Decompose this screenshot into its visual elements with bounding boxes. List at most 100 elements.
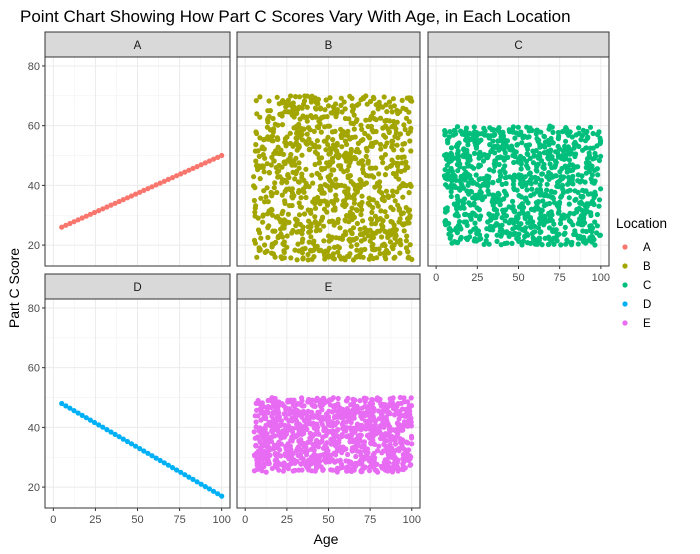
data-point [470, 210, 476, 216]
data-point [293, 223, 299, 229]
data-point [402, 126, 408, 133]
data-point [405, 255, 411, 261]
legend-label: A [643, 242, 651, 254]
data-point [308, 99, 314, 105]
data-point [301, 98, 308, 104]
data-point [286, 443, 292, 449]
data-point [406, 447, 412, 453]
data-point [268, 162, 274, 168]
data-point [407, 242, 413, 248]
data-point [149, 184, 155, 190]
data-point [346, 163, 352, 169]
data-point [75, 410, 81, 416]
data-point [295, 189, 302, 195]
data-point [497, 154, 503, 160]
data-point [333, 148, 339, 154]
data-point [565, 165, 571, 171]
data-point [350, 257, 357, 263]
data-point [261, 188, 267, 194]
data-point [535, 225, 542, 231]
data-point [367, 202, 373, 208]
facet-strip-label: A [134, 40, 142, 52]
data-point [448, 165, 454, 172]
data-point [313, 114, 319, 120]
data-point [327, 452, 334, 458]
data-point [540, 216, 547, 222]
data-point [381, 408, 387, 414]
data-point [297, 94, 303, 100]
data-point [299, 398, 305, 404]
data-point [304, 104, 310, 110]
data-point [266, 98, 272, 104]
data-point [194, 164, 200, 170]
data-point [333, 192, 339, 198]
data-point [320, 395, 326, 401]
data-point [455, 224, 461, 230]
data-point [519, 140, 525, 146]
data-point [165, 462, 171, 468]
data-point [252, 148, 258, 154]
x-tick-label: 100 [403, 514, 421, 526]
data-point [503, 207, 509, 213]
data-point [531, 191, 537, 197]
data-point [261, 435, 267, 441]
data-point [327, 187, 333, 193]
data-point [309, 468, 315, 474]
x-tick-label: 75 [554, 272, 566, 284]
data-point [502, 169, 508, 176]
data-point [461, 165, 467, 171]
data-point [322, 453, 328, 459]
series-points-c [441, 123, 604, 248]
data-point [388, 162, 395, 169]
data-point [516, 238, 522, 244]
data-point [486, 241, 492, 247]
data-point [510, 181, 516, 187]
data-point [108, 202, 114, 208]
data-point [343, 419, 349, 425]
data-point [298, 447, 304, 453]
data-point [494, 238, 500, 244]
y-tick-label: 60 [28, 363, 40, 375]
data-point [291, 158, 297, 164]
data-point [407, 456, 413, 462]
data-point [269, 193, 275, 199]
data-point [491, 132, 497, 138]
data-point [365, 133, 371, 139]
data-point [252, 185, 258, 191]
data-point [299, 467, 305, 473]
data-point [400, 456, 406, 462]
data-point [588, 176, 594, 182]
data-point [262, 242, 268, 248]
data-point [274, 410, 280, 416]
data-point [317, 105, 324, 111]
data-point [96, 208, 102, 214]
data-point [382, 134, 389, 140]
data-point [405, 249, 411, 255]
data-point [335, 427, 341, 433]
data-point [539, 242, 545, 248]
data-point [354, 242, 360, 248]
data-point [286, 423, 292, 429]
data-point [267, 452, 273, 458]
data-point [252, 435, 258, 441]
data-point [360, 166, 366, 172]
data-point [299, 127, 305, 133]
data-point [455, 197, 461, 203]
data-point [357, 432, 363, 438]
data-point [390, 96, 396, 102]
data-point [535, 199, 541, 205]
data-point [377, 115, 384, 121]
data-point [321, 138, 327, 144]
data-point [397, 237, 403, 243]
data-point [262, 426, 268, 432]
data-point [344, 411, 350, 417]
data-point [257, 247, 263, 253]
data-point [347, 228, 353, 234]
data-point [442, 128, 448, 134]
data-point [403, 205, 409, 211]
data-point [516, 204, 523, 210]
data-point [591, 201, 597, 208]
data-point [501, 146, 507, 153]
data-point [355, 460, 361, 466]
data-point [299, 131, 305, 137]
